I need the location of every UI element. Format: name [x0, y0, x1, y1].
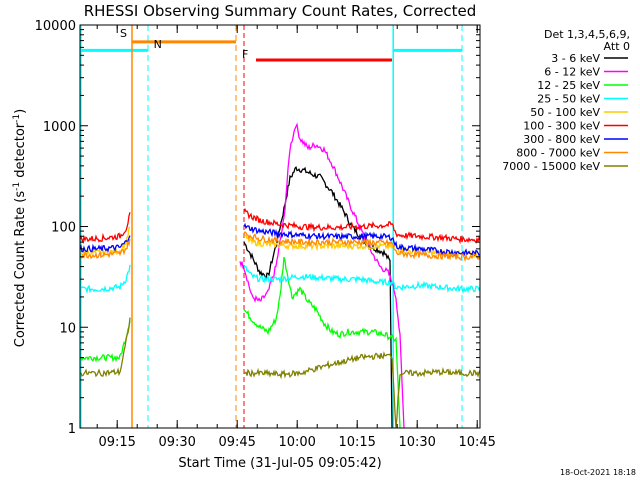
- series-line-1: [239, 122, 405, 429]
- series-line-2: [243, 256, 401, 429]
- series-line-0: [243, 165, 393, 429]
- legend-label: 25 - 50 keV: [537, 93, 600, 106]
- series-line-7: [243, 231, 481, 263]
- y-axis-label-mid: detector: [13, 122, 28, 182]
- chart-title: RHESSI Observing Summary Count Rates, Co…: [84, 2, 477, 20]
- legend-label: 50 - 100 keV: [530, 106, 600, 119]
- saa-flag-label: S: [120, 27, 127, 40]
- series-line-6: [243, 222, 481, 258]
- legend-label: 6 - 12 keV: [544, 66, 600, 79]
- y-axis-label-sup2: -1: [12, 114, 22, 123]
- axis-ticks: [80, 24, 480, 429]
- night-flag-label: N: [154, 38, 162, 51]
- x-tick-label: 09:15: [98, 435, 135, 450]
- footer-date: 18-Oct-2021 18:18: [560, 468, 636, 477]
- legend-label: 300 - 800 keV: [523, 133, 600, 146]
- legend-label: 12 - 25 keV: [537, 79, 600, 92]
- x-tick-labels: 09:15 09:30 09:45 10:00 10:15 10:30 10:45: [98, 435, 495, 450]
- y-axis-label-end: ): [13, 109, 28, 114]
- x-tick-label: 10:30: [398, 435, 435, 450]
- x-tick-label: 09:30: [158, 435, 195, 450]
- legend-label: 7000 - 15000 keV: [502, 160, 600, 173]
- legend-label: 100 - 300 keV: [523, 120, 600, 133]
- series-line-5: [79, 212, 131, 245]
- y-tick-label: 100: [51, 221, 76, 236]
- legend-header-2: Att 0: [604, 40, 630, 53]
- legend-label: 3 - 6 keV: [551, 52, 600, 65]
- flare-flag-label: F: [242, 48, 248, 61]
- y-tick-label: 10: [59, 321, 76, 336]
- series-line-3: [243, 265, 481, 295]
- series-line-8: [80, 317, 131, 378]
- legend-header-1: Det 1,3,4,5,6,9,: [544, 28, 630, 41]
- y-tick-label: 1: [68, 422, 76, 437]
- y-tick-label: 1000: [43, 120, 76, 135]
- series-line-2: [79, 320, 131, 363]
- series-line-5: [243, 207, 481, 245]
- y-axis-label: Corrected Count Rate (s-1 detector-1): [12, 109, 28, 347]
- y-tick-labels: 1 10 100 1000 10000: [35, 19, 76, 437]
- y-axis-label-main: Corrected Count Rate (s: [13, 191, 28, 348]
- x-tick-label: 10:45: [458, 435, 495, 450]
- y-axis-label-sup1: -1: [12, 182, 22, 191]
- flag-marks: S N F: [120, 27, 248, 61]
- x-tick-label: 10:15: [338, 435, 375, 450]
- series-line-7: [79, 238, 131, 260]
- y-tick-label: 10000: [35, 19, 76, 34]
- x-tick-label: 10:00: [278, 435, 315, 450]
- series-line-3: [79, 264, 131, 295]
- x-axis-label: Start Time (31-Jul-05 09:05:42): [178, 456, 381, 471]
- attenuator-state-marks: [80, 25, 463, 428]
- series-line-6: [79, 235, 131, 253]
- series-line-8: [243, 351, 481, 429]
- series-layer: [79, 122, 481, 429]
- legend-label: 800 - 7000 keV: [516, 147, 600, 160]
- x-tick-label: 09:45: [218, 435, 255, 450]
